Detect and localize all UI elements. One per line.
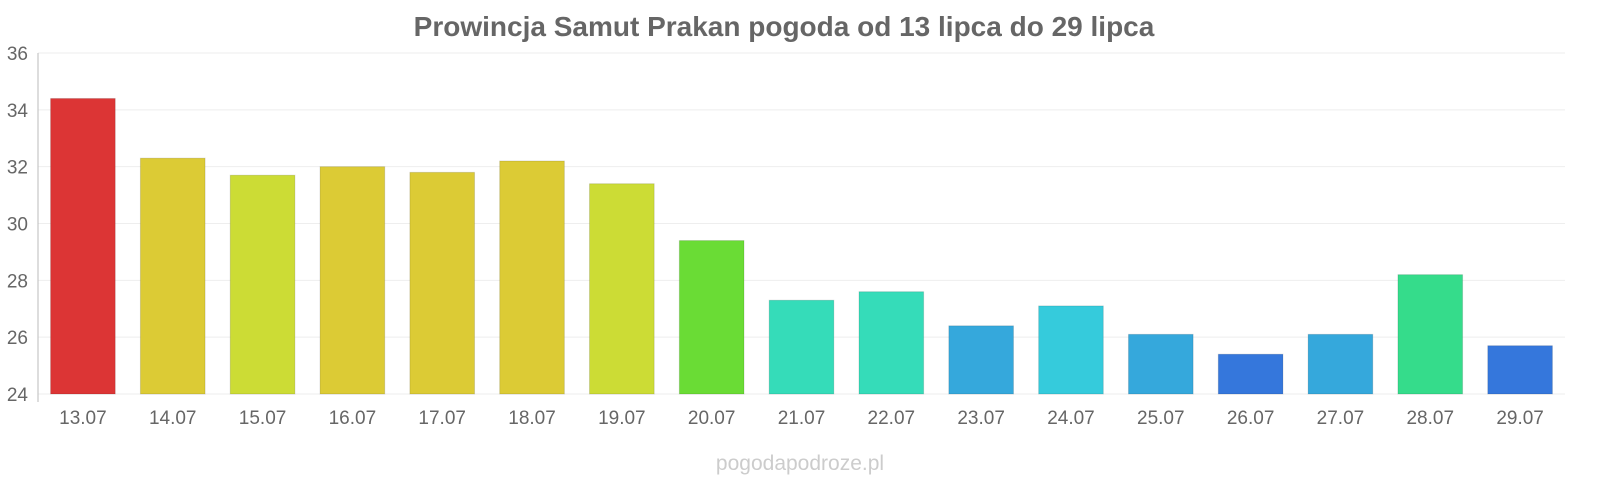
bar-23.07 [948, 325, 1014, 395]
bar-28.07 [1397, 274, 1464, 395]
bar-29.07 [1487, 345, 1553, 395]
bar-26.07 [1217, 353, 1284, 395]
y-tick-label: 34 [7, 101, 29, 122]
x-tick-label: 21.07 [778, 408, 826, 429]
x-tick-label: 18.07 [508, 408, 556, 429]
x-axis: 13.07 14.07 15.07 16.07 17.07 18.07 19.07 20.07… [59, 408, 1544, 429]
bar-18.07 [499, 160, 565, 395]
bar-21.07 [768, 299, 835, 395]
bar-16.07 [319, 166, 386, 395]
watermark: pogodapodroze.pl [716, 452, 884, 475]
bar-14.07 [139, 157, 206, 395]
bar-15.07 [229, 174, 296, 395]
bars [50, 97, 1553, 395]
x-tick-label: 23.07 [957, 408, 1005, 429]
bar-19.07 [589, 183, 655, 395]
x-tick-label: 14.07 [149, 408, 197, 429]
x-tick-label: 19.07 [598, 408, 646, 429]
bar-22.07 [858, 291, 925, 395]
x-tick-label: 26.07 [1227, 408, 1275, 429]
bar-20.07 [678, 240, 745, 395]
x-tick-label: 17.07 [418, 408, 466, 429]
x-tick-label: 22.07 [868, 408, 916, 429]
x-tick-label: 16.07 [329, 408, 377, 429]
bar-13.07 [50, 97, 116, 395]
bar-27.07 [1307, 333, 1374, 395]
x-tick-label: 25.07 [1137, 408, 1185, 429]
x-tick-label: 13.07 [59, 408, 107, 429]
chart-title: Prowincja Samut Prakan pogoda od 13 lipc… [414, 11, 1155, 42]
y-tick-label: 32 [7, 158, 28, 179]
x-tick-label: 28.07 [1406, 408, 1454, 429]
x-tick-label: 27.07 [1317, 408, 1365, 429]
y-tick-label: 24 [7, 385, 29, 406]
x-tick-label: 24.07 [1047, 408, 1095, 429]
y-axis: 24 26 28 30 32 34 36 [7, 44, 39, 406]
bar-25.07 [1127, 333, 1194, 395]
x-tick-label: 29.07 [1496, 408, 1544, 429]
y-tick-label: 36 [7, 44, 28, 65]
y-tick-label: 28 [7, 271, 28, 292]
bar-17.07 [409, 171, 476, 395]
x-tick-label: 15.07 [239, 408, 287, 429]
y-tick-label: 30 [7, 215, 28, 236]
bar-24.07 [1038, 305, 1104, 395]
y-tick-label: 26 [7, 328, 28, 349]
x-tick-label: 20.07 [688, 408, 736, 429]
